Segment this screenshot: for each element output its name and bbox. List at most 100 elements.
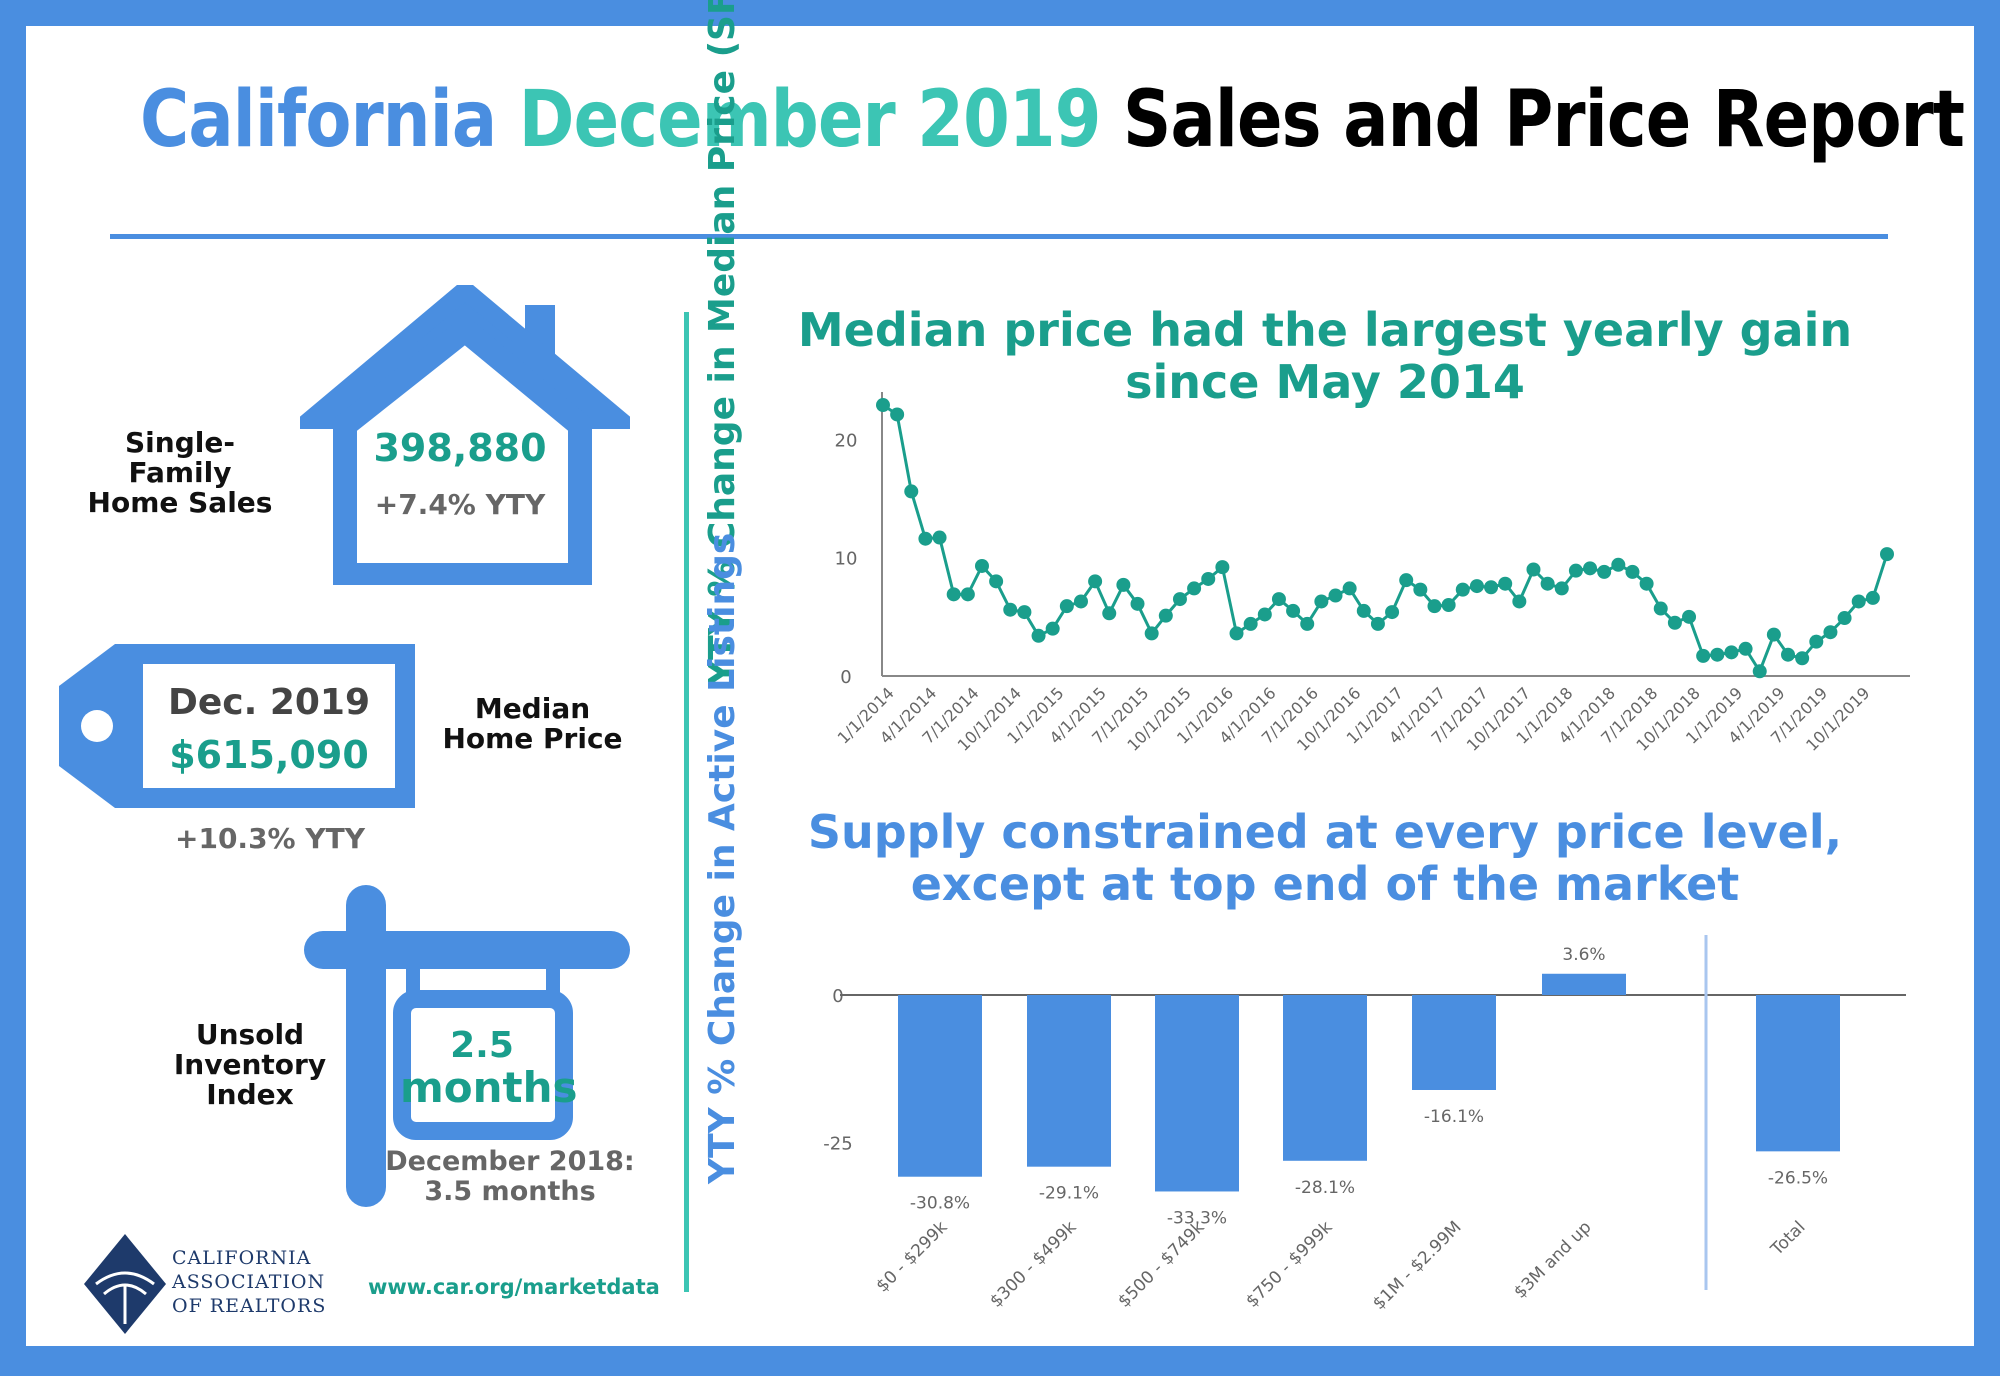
line-chart-point [1427,599,1442,614]
line-chart-point [1682,609,1697,624]
line-chart-point [1469,579,1484,594]
bar-chart-value-label: 3.6% [1562,945,1605,965]
bar-chart-bar [1155,995,1239,1192]
logo-line-2: ASSOCIATION [172,1271,326,1293]
line-chart-point [1413,582,1428,597]
line-chart-point [1597,564,1612,579]
line-chart-point [1286,603,1301,618]
line-chart-point [960,587,975,602]
bar-chart-category-label: $1M - $2.99M [1369,1217,1466,1314]
line-chart-point [1710,647,1725,662]
line-chart-point [876,398,890,413]
bar-chart-bar [898,995,982,1177]
line-chart-point [1455,582,1470,597]
bar-chart-bar [1756,995,1840,1152]
line-chart-point [1144,626,1159,641]
car-logo-text: CALIFORNIA ASSOCIATION OF REALTORS [172,1246,326,1318]
line-chart-point [1653,601,1668,616]
line-chart-point [1865,590,1880,605]
line-chart-point [1187,581,1202,596]
line-chart-point [1540,576,1555,591]
price-tag-icon [59,644,415,808]
car-logo-icon [84,1234,166,1334]
line-chart-point [1583,561,1598,576]
line-chart-point [1837,611,1852,626]
line-chart-point [1484,580,1499,595]
line-chart-ytick-label: 20 [835,430,858,451]
bar-chart-category-label: $500 - $749k [1114,1217,1208,1311]
price-date: Dec. 2019 [167,682,371,723]
title-part-period: December 2019 [518,75,1102,165]
page-title: California December 2019 Sales and Price… [140,75,1965,165]
line-chart-point [1356,603,1371,618]
bar-chart-value-label: -26.5% [1768,1168,1828,1188]
line-chart-point [1880,547,1894,562]
line-chart-point [1328,588,1343,603]
price-change: +10.3% YTY [175,822,365,855]
bar-chart-category-label: $0 - $299k [873,1217,952,1296]
line-chart-point [1766,627,1781,642]
bar-chart-value-label: -28.1% [1295,1178,1355,1198]
line-chart-title: Median price had the largest yearly gain… [797,303,1853,409]
bar-chart-value-label: -29.1% [1039,1184,1099,1204]
line-chart-point [1441,598,1456,612]
bar-chart-category-label: $3M and up [1510,1217,1595,1302]
line-chart-point [1399,573,1414,588]
bar-chart-category-label: $300 - $499k [986,1217,1080,1311]
line-chart-point [1003,602,1018,617]
line-chart-point [1512,594,1527,609]
line-chart-point [1229,626,1244,641]
line-chart-point [1172,592,1187,607]
inventory-value: 2.5 [450,1025,514,1066]
line-chart-point [1059,599,1074,614]
sales-change: +7.4% YTY [374,488,546,521]
line-chart-point [946,587,961,602]
line-chart-point [1738,641,1753,656]
title-part-report: Sales and Price Report [1123,75,1965,165]
logo-line-1: CALIFORNIA [172,1247,312,1269]
line-chart-point [1271,592,1286,607]
line-chart-point [1554,581,1569,596]
line-chart-point [1625,564,1640,579]
bar-chart-bar [1283,995,1367,1161]
line-chart-point [1045,621,1060,636]
inventory-unit: months [400,1063,578,1112]
line-chart-point [1724,645,1739,660]
line-chart-point [1696,648,1711,663]
line-chart-point [932,530,947,545]
bar-chart-bar [1542,973,1626,995]
line-chart-point [1031,628,1046,643]
line-chart-point [890,407,905,422]
line-chart-point [1073,594,1088,609]
line-chart-ytick-label: 0 [840,667,851,688]
line-chart-point [1201,571,1216,586]
line-chart-point [1215,560,1230,575]
bar-chart-ytick-label: 0 [832,986,843,1007]
sign-post-icon [304,885,630,1207]
bar-chart-title: Supply constrained at every price level,… [807,805,1843,911]
line-chart-point [1781,647,1796,662]
line-chart-point [904,484,919,499]
inventory-prior-value: 3.5 months [424,1176,596,1207]
line-chart-point [1314,594,1329,609]
market-data-link[interactable]: www.car.org/marketdata [368,1275,660,1299]
line-chart-point [1823,625,1838,640]
line-chart-point [1017,605,1032,620]
house-icon [300,285,630,585]
line-chart-point [1257,607,1272,622]
bar-chart-ytick-label: -25 [823,1134,852,1155]
line-chart-point [1102,606,1117,621]
line-chart-point [1088,574,1103,589]
line-chart-point [974,558,989,573]
inventory-prior-label: December 2018: [385,1146,635,1177]
line-chart-point [1667,615,1682,630]
sales-value: 398,880 [373,426,547,470]
line-chart-point [1795,651,1810,666]
price-value: $615,090 [169,733,369,777]
price-label: Median Home Price [442,692,623,755]
bar-chart-value-label: -33.3% [1167,1208,1227,1228]
line-chart-point [918,531,933,546]
bar-chart-category-label: Total [1767,1217,1810,1260]
